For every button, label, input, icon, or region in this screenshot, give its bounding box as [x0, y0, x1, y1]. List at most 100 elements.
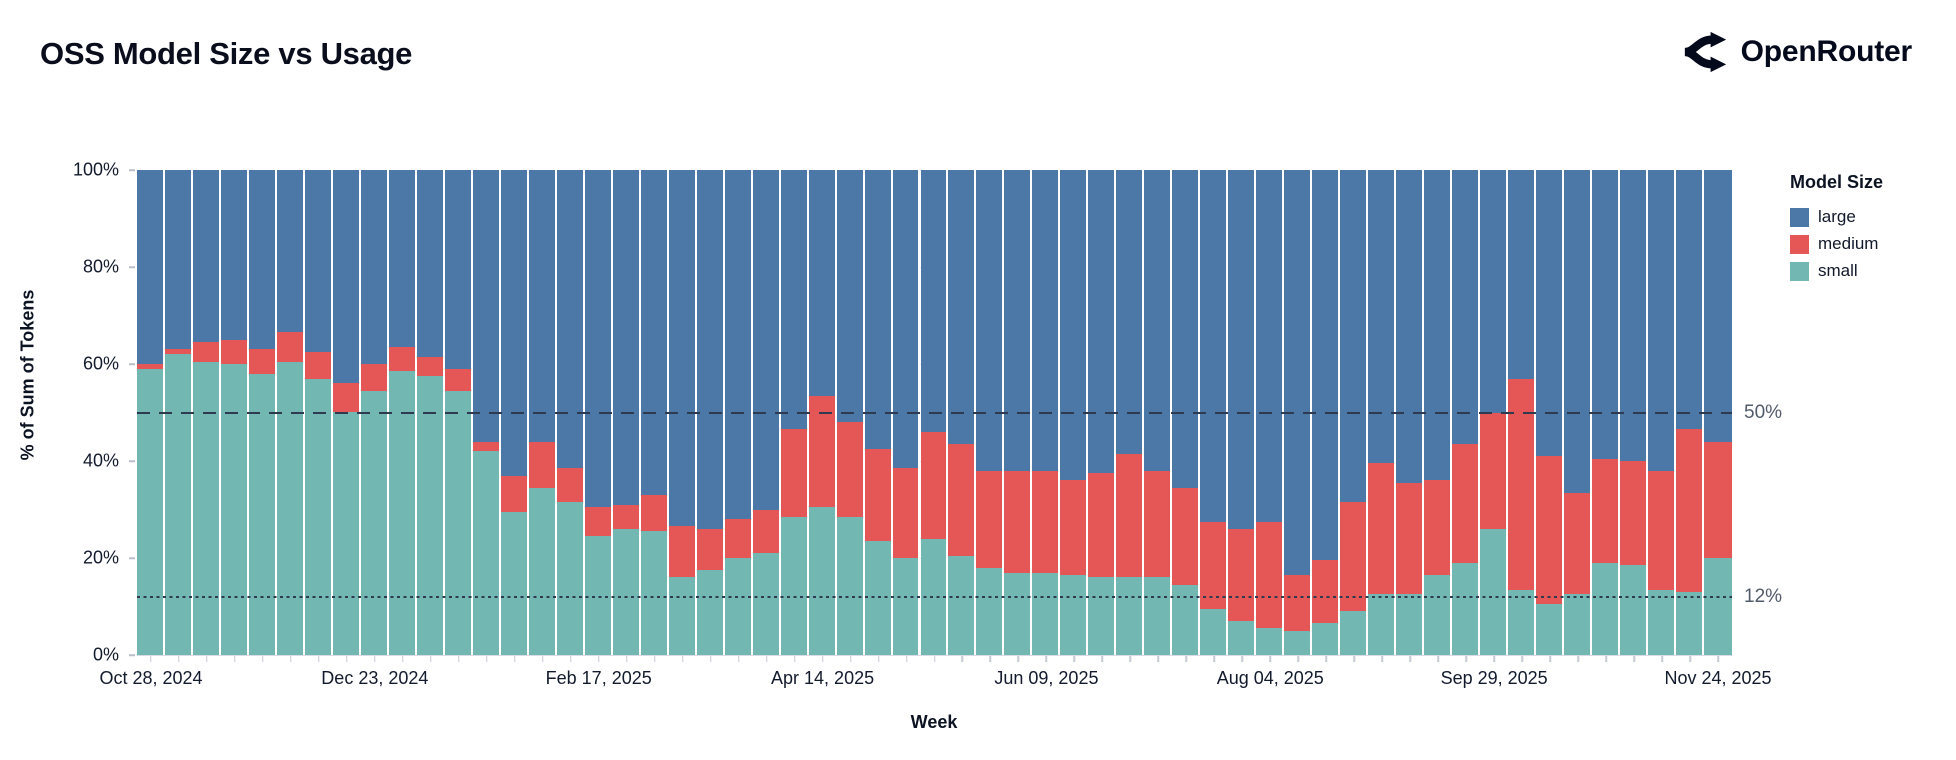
bar-week-nov-25-2024[interactable] [248, 170, 277, 655]
x-axis-line [137, 655, 1732, 656]
legend-label-large: large [1818, 207, 1856, 226]
bar-segment-small [472, 451, 499, 655]
bar-week-oct-28-2024[interactable] [137, 170, 165, 655]
x-minor-tick [793, 656, 796, 662]
bar-segment-small [1340, 611, 1367, 655]
bar-segment-small [137, 368, 163, 655]
bar-segment-large [1508, 170, 1535, 379]
legend-swatch-medium [1790, 234, 1809, 254]
bar-segment-medium [388, 347, 415, 372]
bar-segment-small [1424, 574, 1451, 655]
x-minor-tick [1185, 656, 1188, 662]
bar-segment-medium [1592, 458, 1619, 563]
bar-segment-large [388, 170, 415, 348]
x-minor-tick [346, 656, 348, 662]
bar-segment-large [1228, 170, 1255, 529]
bar-week-mar-03-2025[interactable] [640, 170, 669, 655]
x-minor-tick [1605, 656, 1607, 662]
annotation-line-50 [137, 411, 1732, 414]
bar-week-apr-28-2025[interactable] [864, 170, 893, 655]
bar-segment-small [332, 412, 359, 655]
bar-segment-large [220, 170, 247, 340]
bar-segment-small [1676, 591, 1702, 655]
x-minor-tick [514, 656, 516, 662]
bar-segment-small [1144, 577, 1171, 655]
x-minor-tick [737, 656, 740, 662]
bar-week-jan-06-2025[interactable] [416, 170, 445, 655]
x-minor-tick [597, 656, 600, 662]
x-minor-tick [1297, 656, 1300, 662]
x-minor-tick [933, 656, 936, 662]
y-tick-mark [129, 654, 135, 656]
bar-segment-large [528, 170, 555, 442]
bar-segment-large [780, 170, 807, 430]
bar-segment-large [976, 170, 1003, 471]
x-minor-tick [569, 656, 572, 662]
x-minor-tick [1241, 656, 1244, 662]
bar-segment-medium [1060, 480, 1087, 575]
bar-week-nov-17-2025[interactable] [1676, 170, 1704, 655]
legend-title: Model Size [1790, 172, 1884, 192]
bar-week-mar-17-2025[interactable] [696, 170, 725, 655]
bar-segment-large [1396, 170, 1423, 483]
bar-segment-small [1004, 572, 1031, 655]
y-tick-label-40: 40% [82, 450, 119, 471]
y-tick-label-100: 100% [72, 159, 119, 180]
bar-segment-small [696, 570, 723, 655]
bar-segment-medium [1536, 456, 1563, 605]
bar-week-nov-04-2024[interactable] [164, 170, 193, 655]
x-minor-tick [1409, 656, 1411, 662]
x-minor-tick [821, 656, 824, 662]
bar-segment-small [612, 528, 639, 655]
bar-week-aug-18-2025[interactable] [1312, 170, 1341, 655]
bar-segment-small [500, 511, 527, 655]
bar-segment-small [444, 390, 471, 655]
bar-segment-small [1480, 528, 1507, 655]
bar-week-dec-16-2024[interactable] [332, 170, 361, 655]
bar-segment-large [1648, 170, 1675, 471]
bar-segment-large [1564, 170, 1591, 493]
bar-week-oct-06-2025[interactable] [1508, 170, 1537, 655]
bar-week-nov-24-2025[interactable] [1704, 170, 1732, 655]
bar-week-jul-28-2025[interactable] [1228, 170, 1257, 655]
x-minor-tick [1549, 656, 1551, 662]
x-minor-tick [1129, 656, 1132, 662]
bar-week-aug-11-2025[interactable] [1284, 170, 1313, 655]
bar-segment-large [276, 170, 303, 333]
x-tick-label-apr-14-2025: Apr 14, 2025 [771, 668, 875, 688]
bar-segment-large [612, 170, 639, 505]
bar-week-sep-29-2025[interactable] [1480, 170, 1509, 655]
x-minor-tick [681, 656, 684, 662]
bar-segment-large [164, 170, 191, 350]
bar-segment-small [1396, 594, 1423, 655]
y-tick-label-80: 80% [82, 256, 119, 277]
bar-segment-large [137, 170, 163, 364]
bar-segment-small [1564, 594, 1591, 655]
bar-segment-small [556, 502, 583, 655]
bar-segment-medium [836, 422, 863, 517]
bar-segment-medium [948, 444, 975, 556]
x-tick-label-oct-28-2024: Oct 28, 2024 [99, 668, 203, 688]
bar-week-mar-31-2025[interactable] [752, 170, 781, 655]
bar-segment-medium [1032, 470, 1059, 573]
bar-week-jun-09-2025[interactable] [1032, 170, 1061, 655]
bar-week-may-19-2025[interactable] [948, 170, 977, 655]
bar-segment-medium [1648, 470, 1675, 590]
bar-segment-medium [164, 349, 191, 355]
bar-segment-small [1508, 589, 1535, 655]
bar-week-jul-07-2025[interactable] [1144, 170, 1173, 655]
bar-segment-medium [1284, 574, 1311, 631]
bar-week-dec-30-2024[interactable] [388, 170, 417, 655]
bar-week-apr-07-2025[interactable] [780, 170, 809, 655]
openrouter-logo[interactable]: OpenRouter [1683, 30, 1912, 74]
bar-segment-medium [528, 441, 555, 488]
x-minor-tick [1661, 656, 1663, 662]
bar-segment-medium [137, 364, 163, 369]
bar-week-oct-27-2025[interactable] [1592, 170, 1621, 655]
bar-segment-small [1284, 630, 1311, 655]
bar-week-jun-30-2025[interactable] [1116, 170, 1145, 655]
bar-segment-small [360, 390, 387, 655]
bar-segment-small [1060, 574, 1087, 655]
x-minor-tick [1101, 656, 1104, 662]
x-minor-tick [178, 656, 180, 662]
